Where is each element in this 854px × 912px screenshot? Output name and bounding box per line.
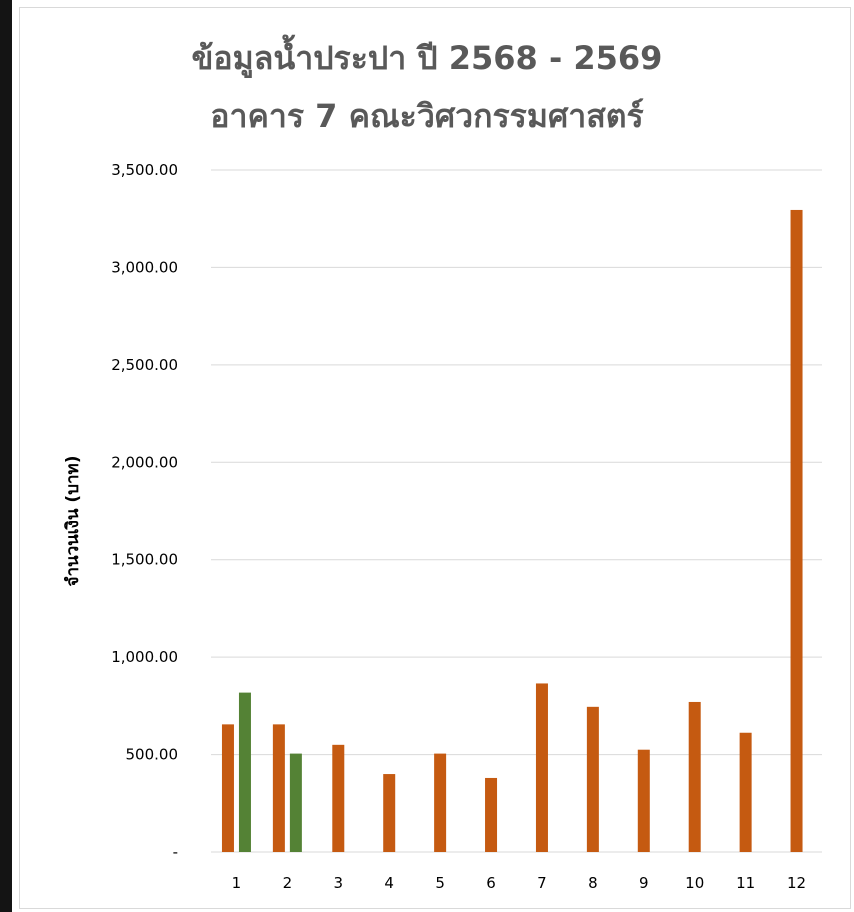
bar-series1-8 [586,706,599,852]
x-tick-label: 8 [588,874,598,892]
x-tick-label: 2 [283,874,293,892]
bar-series1-12 [790,209,803,853]
y-tick-label: 1,500.00 [111,551,178,569]
bar-series1-6 [485,777,498,852]
y-tick-label: 500.00 [126,746,179,764]
bar-series1-1 [221,724,234,852]
x-tick-label: 10 [685,874,704,892]
bar-series1-11 [739,732,752,852]
bar-series2-2 [289,753,302,852]
x-tick-label: 1 [232,874,242,892]
left-edge-bar [0,0,12,912]
x-tick-label: 5 [435,874,445,892]
bar-series1-2 [272,724,285,852]
bar-series1-7 [535,683,548,852]
y-tick-label: 2,000.00 [111,453,178,471]
x-axis-tick-labels: 1 2 3 4 5 6 7 8 9 10 11 12 [232,874,806,892]
y-axis-title: จำนวนเงิน (บาท) [63,455,83,586]
x-tick-label: 3 [334,874,344,892]
y-tick-label: 3,500.00 [111,161,178,179]
y-tick-label: - [173,843,178,861]
x-tick-label: 6 [486,874,496,892]
y-tick-label: 3,000.00 [111,258,178,276]
chart-title: ข้อมูลน้ำประปา ปี 2568 - 2569 [191,39,663,77]
gridlines [211,169,822,853]
bar-series1-5 [434,753,447,852]
bars [221,209,803,853]
x-tick-label: 9 [639,874,649,892]
bar-series2-1 [238,692,251,852]
y-axis-tick-labels: - 500.00 1,000.00 1,500.00 2,000.00 2,500.00 3… [111,161,178,861]
bar-series1-4 [383,774,396,852]
chart-subtitle: อาคาร 7 คณะวิศวกรรมศาสตร์ [210,97,644,135]
x-tick-label: 12 [787,874,806,892]
bar-series1-10 [688,701,701,852]
y-tick-label: 1,000.00 [111,648,178,666]
bar-series1-9 [637,749,650,852]
x-tick-label: 7 [537,874,547,892]
x-tick-label: 11 [736,874,755,892]
y-tick-label: 2,500.00 [111,356,178,374]
bar-series1-3 [332,744,345,852]
x-tick-label: 4 [384,874,394,892]
